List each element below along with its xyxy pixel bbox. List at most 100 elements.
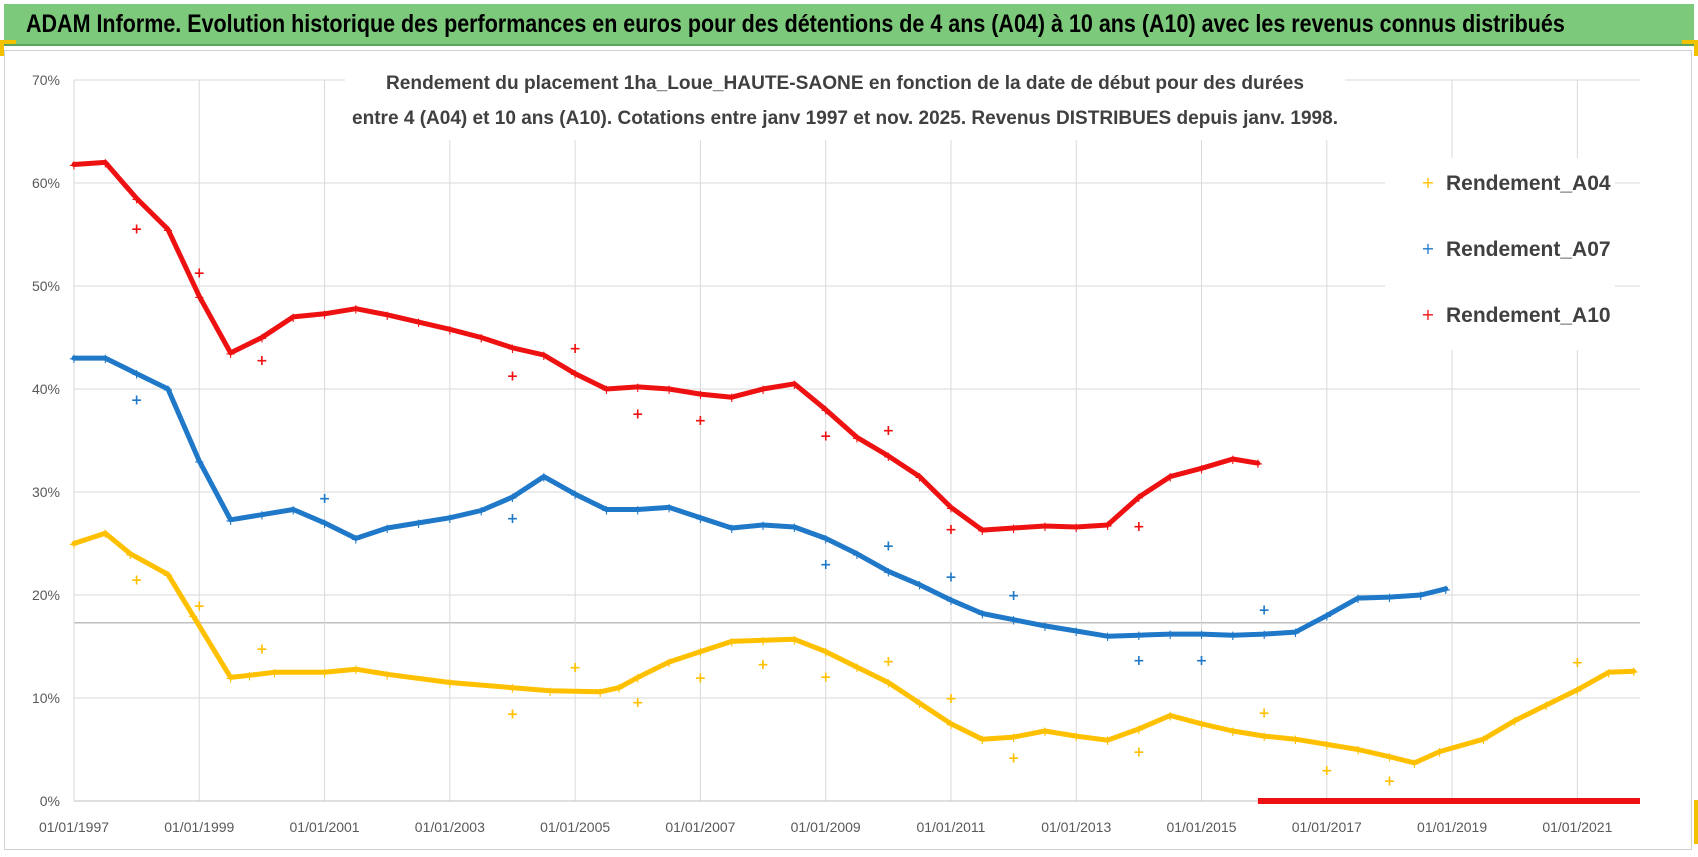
data-point: + xyxy=(1440,583,1451,598)
data-point: + xyxy=(1071,625,1082,640)
data-point: + xyxy=(789,378,800,393)
data-point: + xyxy=(664,656,675,671)
data-point: + xyxy=(1434,746,1445,761)
isolated-point: + xyxy=(882,423,894,439)
subtitle-box xyxy=(345,62,1345,140)
corner-marker-top-right xyxy=(1682,40,1698,56)
data-point: + xyxy=(1409,757,1420,772)
data-point: + xyxy=(1165,471,1176,486)
data-point: + xyxy=(350,532,361,547)
data-point: + xyxy=(1227,453,1238,468)
data-point: + xyxy=(1384,751,1395,766)
data-point: + xyxy=(852,661,863,676)
data-point: + xyxy=(946,718,957,733)
data-point: + xyxy=(1384,591,1395,606)
isolated-point: + xyxy=(507,369,519,385)
y-tick-label: 10% xyxy=(32,690,60,706)
data-point: + xyxy=(444,323,455,338)
data-point: + xyxy=(1071,521,1082,536)
data-point: + xyxy=(100,352,111,367)
y-tick-label: 70% xyxy=(32,72,60,88)
isolated-point: + xyxy=(882,654,894,670)
data-point: + xyxy=(350,303,361,318)
series-rendement_a07: + + + + + + + + + + + + + + + + + + + + + + + + + + + + + + + + + + + + + + + +… xyxy=(69,352,1452,669)
isolated-point: + xyxy=(1133,653,1145,669)
data-point: + xyxy=(1259,730,1270,745)
data-point: + xyxy=(1133,491,1144,506)
isolated-point: + xyxy=(256,642,268,658)
legend: + Rendement_A04 + Rendement_A07 + Rendem… xyxy=(1385,158,1615,350)
isolated-point: + xyxy=(1133,745,1145,761)
isolated-point: + xyxy=(820,669,832,685)
corner-marker-top-left xyxy=(0,40,16,56)
legend-marker-a10: + xyxy=(1421,305,1434,324)
legend-label-a07: Rendement_A07 xyxy=(1446,238,1611,261)
data-point: + xyxy=(1603,666,1614,681)
data-point: + xyxy=(1039,620,1050,635)
data-point: + xyxy=(1478,733,1489,748)
data-point: + xyxy=(507,491,518,506)
data-point: + xyxy=(570,488,581,503)
x-tick-label: 01/01/2003 xyxy=(415,819,485,835)
data-point: + xyxy=(319,308,330,323)
x-tick-label: 01/01/2015 xyxy=(1166,819,1236,835)
data-point: + xyxy=(1071,730,1082,745)
isolated-point: + xyxy=(945,522,957,538)
x-tick-label: 01/01/2007 xyxy=(665,819,735,835)
data-point: + xyxy=(125,548,136,563)
data-point: + xyxy=(946,501,957,516)
isolated-point: + xyxy=(757,657,769,673)
data-point: + xyxy=(789,633,800,648)
legend-label-a10: Rendement_A10 xyxy=(1446,304,1611,327)
data-point: + xyxy=(1572,684,1583,699)
legend-marker-a07: + xyxy=(1421,239,1434,258)
isolated-point: + xyxy=(1133,519,1145,535)
legend-box xyxy=(1385,158,1615,350)
data-point: + xyxy=(695,388,706,403)
data-point: + xyxy=(601,504,612,519)
data-point: + xyxy=(1133,629,1144,644)
data-point: + xyxy=(413,517,424,532)
isolated-point: + xyxy=(1571,655,1583,671)
data-point: + xyxy=(1102,734,1113,749)
data-point: + xyxy=(382,522,393,537)
data-point: + xyxy=(1321,610,1332,625)
data-point: + xyxy=(1196,718,1207,733)
legend-marker-a04: + xyxy=(1421,173,1434,192)
data-point: + xyxy=(664,383,675,398)
data-point: + xyxy=(1039,725,1050,740)
data-point: + xyxy=(538,349,549,364)
data-point: + xyxy=(1039,520,1050,535)
data-point: + xyxy=(350,663,361,678)
data-point: + xyxy=(883,565,894,580)
data-point: + xyxy=(507,342,518,357)
isolated-point: + xyxy=(820,428,832,444)
data-point: + xyxy=(695,512,706,527)
series-rendement_a04: + + + + + + + + + + + + + + + + + + + + + + + + + + + + + + + + + + + + + + + +… xyxy=(69,527,1640,789)
x-tick-label: 01/01/2011 xyxy=(916,819,985,835)
data-point: + xyxy=(163,568,174,583)
isolated-point: + xyxy=(945,691,957,707)
data-point: + xyxy=(632,381,643,396)
data-point: + xyxy=(69,352,80,367)
data-point: + xyxy=(1133,723,1144,738)
data-point: + xyxy=(883,677,894,692)
x-tick-label: 01/01/2021 xyxy=(1542,819,1612,835)
data-point: + xyxy=(188,610,199,625)
y-tick-label: 20% xyxy=(32,587,60,603)
x-tick-label: 01/01/2013 xyxy=(1041,819,1111,835)
data-point: + xyxy=(288,504,299,519)
isolated-point: + xyxy=(1384,773,1396,789)
data-point: + xyxy=(163,223,174,238)
isolated-point: + xyxy=(1258,602,1270,618)
series-curve xyxy=(71,530,1637,766)
data-point: + xyxy=(1008,614,1019,629)
data-point: + xyxy=(595,686,606,701)
data-point: + xyxy=(1227,629,1238,644)
title-banner: ADAM Informe. Evolution historique des p… xyxy=(4,4,1694,46)
y-tick-label: 60% xyxy=(32,175,60,191)
data-point: + xyxy=(69,538,80,553)
chart-frame xyxy=(4,50,1692,850)
x-tick-label: 01/01/2005 xyxy=(540,819,610,835)
